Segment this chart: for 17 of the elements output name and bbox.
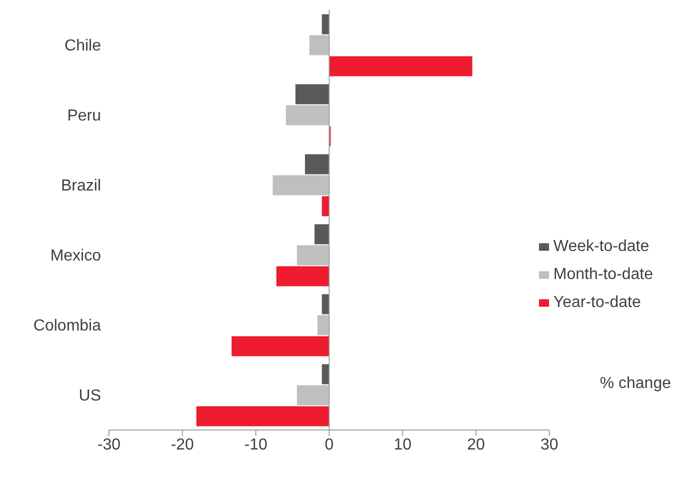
x-tick-label: -30: [97, 436, 121, 454]
legend-label: Year-to-date: [553, 294, 641, 311]
x-axis-title: % change: [600, 375, 671, 393]
legend-label: Month-to-date: [553, 266, 653, 283]
x-tick-label: 30: [540, 436, 558, 454]
y-tick-label: Peru: [67, 108, 101, 125]
legend-label: Week-to-date: [553, 238, 650, 255]
x-tick-label: 20: [467, 436, 485, 454]
y-tick-label: US: [78, 388, 101, 405]
x-tick-label: 0: [324, 436, 334, 454]
y-tick-label: Colombia: [33, 318, 102, 335]
x-tick-label: -20: [170, 436, 194, 454]
y-tick-label: Brazil: [60, 178, 101, 195]
y-tick-label: Chile: [64, 38, 102, 55]
x-tick-label: -10: [244, 436, 268, 454]
y-tick-label: Mexico: [50, 248, 102, 265]
x-tick-label: 10: [394, 436, 412, 454]
